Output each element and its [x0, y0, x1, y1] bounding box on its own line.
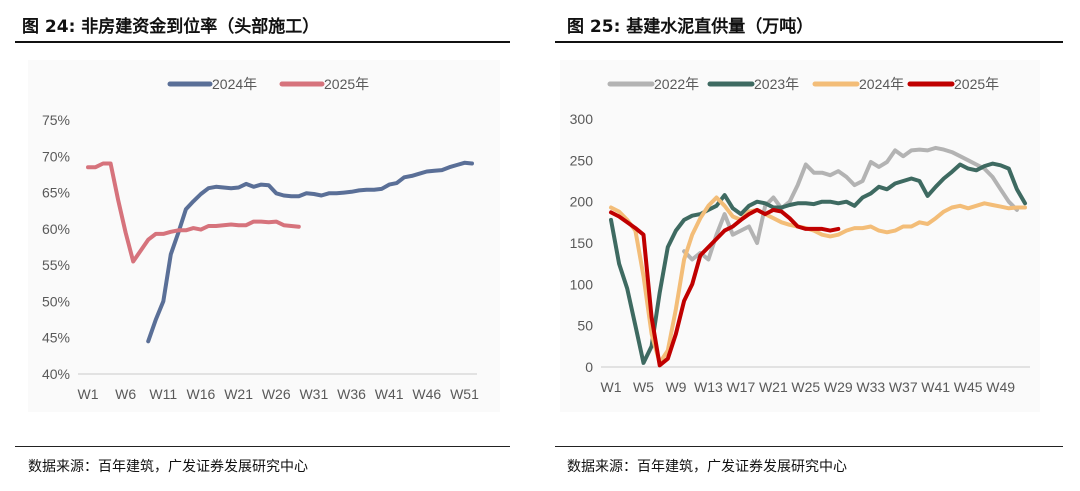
series-line-2024年 [146, 160, 474, 344]
x-tick-label: W5 [633, 379, 654, 395]
x-tick-label: W31 [299, 386, 328, 402]
x-tick-label: W13 [694, 379, 723, 395]
x-tick-label: W46 [412, 386, 441, 402]
y-tick-label: 50% [42, 293, 70, 309]
x-tick-label: W11 [149, 386, 177, 402]
right-footer-rule [555, 446, 1063, 447]
y-tick-label: 40% [42, 366, 70, 382]
x-tick-label: W33 [856, 379, 885, 395]
y-tick-label: 45% [42, 330, 70, 346]
y-tick-label: 300 [570, 111, 594, 127]
x-tick-label: W49 [986, 379, 1015, 395]
series-line-2025年 [609, 207, 841, 368]
y-tick-label: 60% [42, 221, 70, 237]
plot-background [560, 60, 1040, 412]
y-tick-label: 150 [570, 235, 594, 251]
y-tick-label: 200 [570, 194, 594, 210]
y-tick-label: 50 [577, 318, 593, 334]
y-tick-label: 100 [570, 276, 594, 292]
right-source: 数据来源：百年建筑，广发证券发展研究中心 [567, 459, 847, 475]
x-tick-label: W17 [726, 379, 755, 395]
y-tick-label: 75% [42, 112, 70, 128]
y-tick-label: 250 [570, 152, 594, 168]
x-tick-label: W1 [601, 379, 622, 395]
x-tick-label: W51 [450, 386, 479, 402]
y-tick-label: 70% [42, 148, 70, 164]
left-footer-rule [15, 446, 510, 447]
x-tick-label: W41 [375, 386, 404, 402]
x-tick-label: W37 [889, 379, 918, 395]
legend-label: 2023年 [754, 76, 799, 92]
legend-label: 2024年 [212, 76, 257, 92]
x-tick-label: W21 [224, 386, 253, 402]
x-tick-label: W25 [791, 379, 820, 395]
y-tick-label: 0 [585, 359, 593, 375]
legend-label: 2025年 [324, 76, 369, 92]
legend-label: 2025年 [954, 76, 999, 92]
x-tick-label: W6 [115, 386, 136, 402]
series-line-2025年 [86, 161, 301, 264]
left-title-rule [15, 41, 510, 43]
x-tick-label: W21 [759, 379, 788, 395]
legend-label: 2024年 [859, 76, 904, 92]
y-tick-label: 65% [42, 185, 70, 201]
right-chart-title: 图 25: 基建水泥直供量（万吨） [567, 17, 814, 37]
x-tick-label: W29 [824, 379, 853, 395]
legend-label: 2022年 [654, 76, 699, 92]
left-source: 数据来源：百年建筑，广发证券发展研究中心 [28, 459, 308, 475]
x-tick-label: W16 [187, 386, 216, 402]
left-chart-title: 图 24: 非房建资金到位率（头部施工） [22, 17, 320, 37]
series-line-2023年 [609, 161, 1027, 365]
x-tick-label: W45 [954, 379, 983, 395]
series-line-2022年 [682, 145, 1019, 262]
x-tick-label: W26 [262, 386, 291, 402]
x-tick-label: W36 [337, 386, 366, 402]
left-chart: 40% 45% 50% 55% 60% 65% 70% 75% W1 W6 W11 W16 W21 W26… [28, 60, 500, 412]
x-tick-label: W1 [78, 386, 99, 402]
right-title-rule [555, 41, 1063, 43]
x-tick-label: W41 [921, 379, 950, 395]
x-tick-label: W9 [665, 379, 686, 395]
series-line-2024年 [609, 195, 1027, 365]
plot-background [28, 60, 500, 412]
y-tick-label: 55% [42, 257, 70, 273]
